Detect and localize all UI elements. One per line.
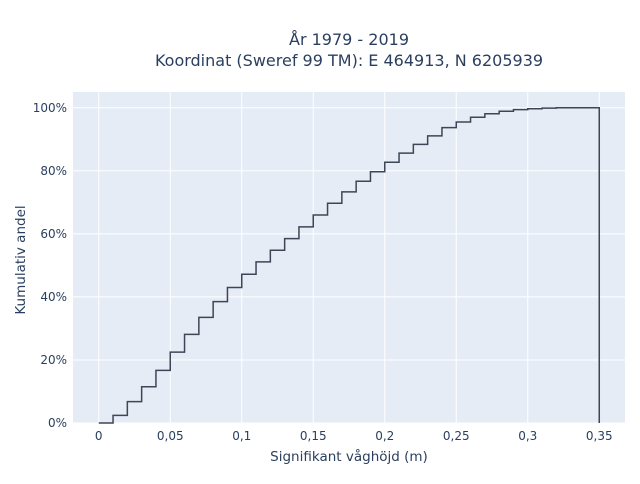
- y-tick-label: 80%: [40, 164, 67, 178]
- cumulative-step-line: [98, 107, 601, 424]
- x-tick-label: 0,3: [518, 429, 537, 443]
- x-tick-labels: 0 0,05 0,1 0,15 0,2 0,25 0,3 0,35: [95, 429, 613, 443]
- plot-area: [73, 92, 625, 423]
- x-tick-label: 0,1: [232, 429, 251, 443]
- x-tick-label: 0,15: [300, 429, 327, 443]
- y-tick-label: 100%: [33, 101, 67, 115]
- y-tick-label: 0%: [48, 416, 67, 430]
- chart-title-line1: År 1979 - 2019: [289, 30, 409, 49]
- x-tick-label: 0,35: [586, 429, 613, 443]
- y-tick-label: 40%: [40, 290, 67, 304]
- x-axis-title: Signifikant våghöjd (m): [270, 448, 428, 465]
- chart-title-line2: Koordinat (Sweref 99 TM): E 464913, N 62…: [155, 51, 543, 70]
- y-tick-labels: 0% 20% 40% 60% 80% 100%: [33, 101, 67, 430]
- y-axis-title: Kumulativ andel: [13, 205, 29, 314]
- y-tick-label: 20%: [40, 353, 67, 367]
- y-tick-label: 60%: [40, 227, 67, 241]
- x-tick-label: 0: [95, 429, 103, 443]
- y-gridlines: [73, 107, 625, 424]
- x-tick-label: 0,25: [443, 429, 470, 443]
- x-tick-label: 0,05: [157, 429, 184, 443]
- series-layer: [98, 107, 601, 424]
- x-tick-label: 0,2: [375, 429, 394, 443]
